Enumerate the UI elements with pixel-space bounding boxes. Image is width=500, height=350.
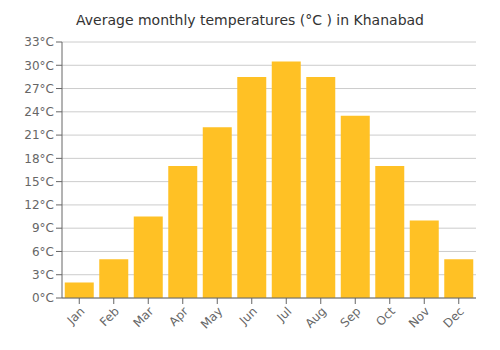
svg-text:Mar: Mar (130, 304, 156, 330)
svg-text:30°C: 30°C (24, 59, 54, 73)
svg-text:24°C: 24°C (24, 105, 54, 119)
svg-text:18°C: 18°C (24, 152, 54, 166)
svg-text:12°C: 12°C (24, 198, 54, 212)
svg-text:Dec: Dec (441, 304, 467, 330)
svg-text:Apr: Apr (166, 304, 191, 329)
svg-text:Nov: Nov (406, 304, 432, 330)
svg-text:0°C: 0°C (32, 291, 54, 305)
html-text:Average monthly temperatures (: Average monthly temperatures (°C ) in Kh… (76, 12, 424, 28)
svg-text:6°C: 6°C (32, 245, 54, 259)
svg-text:27°C: 27°C (24, 82, 54, 96)
svg-text:21°C: 21°C (24, 128, 54, 142)
svg-text:33°C: 33°C (24, 35, 54, 49)
svg-text:15°C: 15°C (24, 175, 54, 189)
svg-text:Oct: Oct (373, 304, 398, 329)
svg-text:Jan: Jan (64, 304, 88, 328)
svg-text:Aug: Aug (302, 304, 328, 330)
svg-text:Sep: Sep (337, 304, 363, 330)
svg-text:9°C: 9°C (32, 221, 54, 235)
svg-text:3°C: 3°C (32, 268, 54, 282)
svg-text:Feb: Feb (97, 304, 122, 329)
svg-text:Jun: Jun (236, 304, 260, 328)
svg-text:May: May (198, 304, 225, 331)
svg-text:Jul: Jul (274, 304, 295, 325)
